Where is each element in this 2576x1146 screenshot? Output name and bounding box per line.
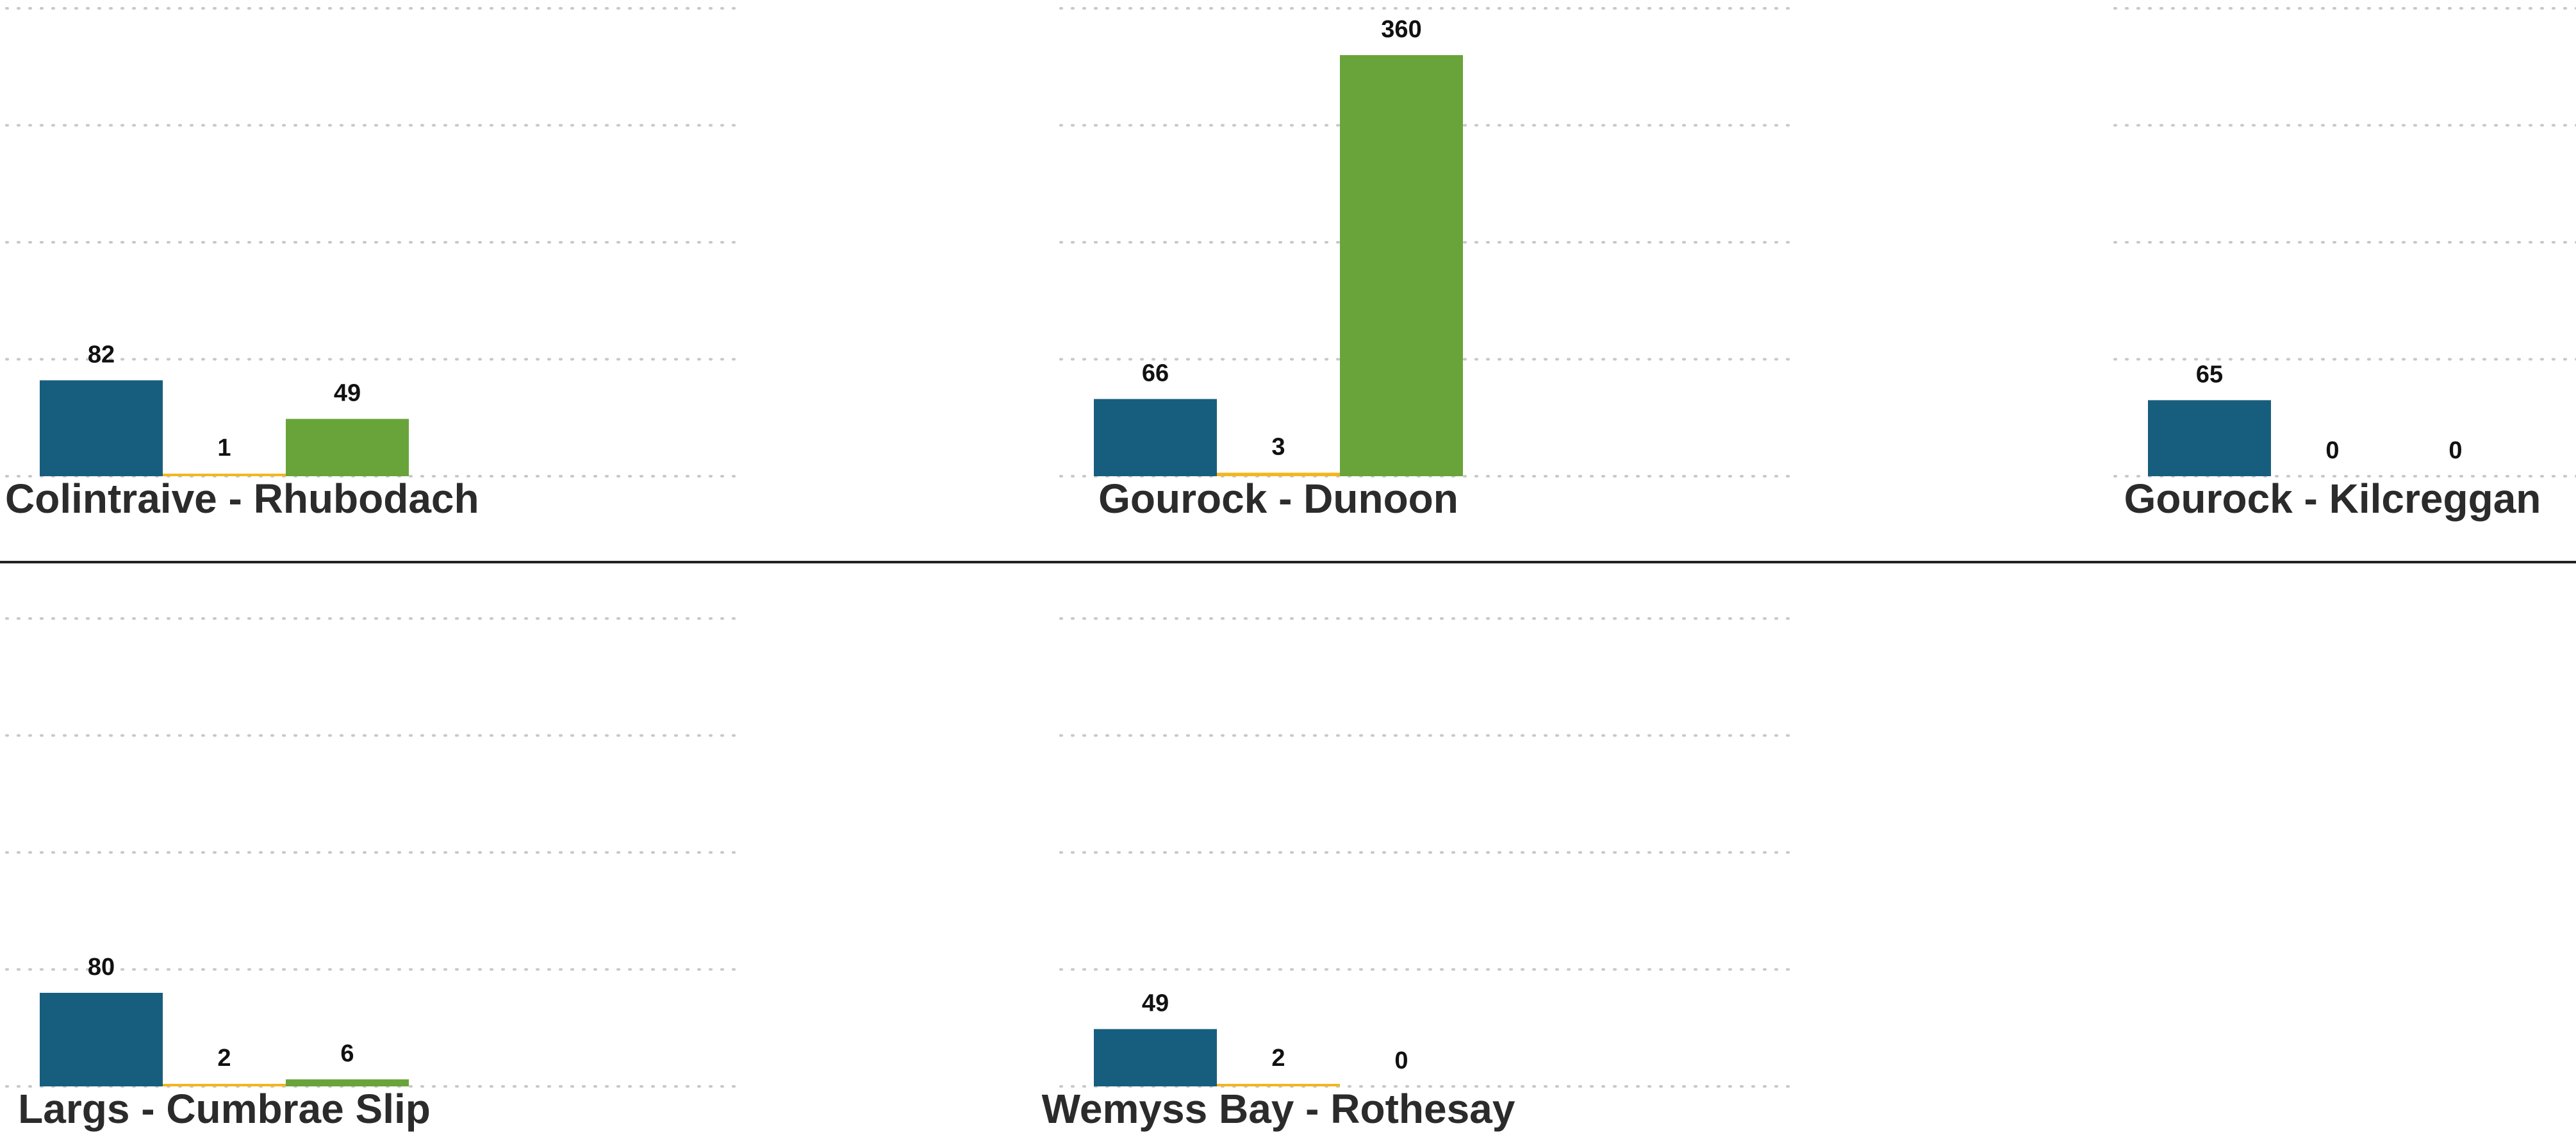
panel: 66 3 360 Gourock - Dunoon bbox=[1059, 7, 1799, 522]
data-label: 3 bbox=[1271, 434, 1285, 461]
data-label: 49 bbox=[334, 380, 361, 407]
bar bbox=[286, 419, 409, 476]
panel-title: Largs - Cumbrae Slip bbox=[18, 1086, 431, 1132]
panel-title: Gourock - Dunoon bbox=[1098, 476, 1458, 522]
bar bbox=[40, 380, 163, 476]
data-label: 0 bbox=[2448, 437, 2462, 464]
panels-layer: 82 1 49 Colintraive - Rhubodach 66 3 360 Gouroc… bbox=[5, 7, 2576, 1132]
panel-title: Gourock - Kilcreggan bbox=[2124, 476, 2541, 522]
bar bbox=[286, 1079, 409, 1086]
data-label: 66 bbox=[1142, 360, 1169, 387]
bar bbox=[1217, 472, 1340, 476]
bar bbox=[1094, 1029, 1217, 1086]
bar bbox=[1094, 399, 1217, 476]
bar bbox=[1340, 55, 1463, 476]
panel: 80 2 6 Largs - Cumbrae Slip bbox=[5, 617, 745, 1132]
data-label: 360 bbox=[1381, 16, 1421, 43]
data-label: 82 bbox=[88, 341, 115, 368]
data-label: 0 bbox=[1394, 1047, 1408, 1074]
panel: 49 2 0 Wemyss Bay - Rothesay bbox=[1042, 617, 1799, 1132]
data-label: 49 bbox=[1142, 990, 1169, 1017]
bar bbox=[2148, 400, 2271, 476]
panel-title: Wemyss Bay - Rothesay bbox=[1042, 1086, 1515, 1132]
data-label: 80 bbox=[88, 954, 115, 981]
bar bbox=[40, 993, 163, 1086]
data-label: 6 bbox=[340, 1040, 354, 1067]
panel: 65 0 0 Gourock - Kilcreggan bbox=[2113, 7, 2576, 522]
data-label: 1 bbox=[217, 435, 231, 461]
bar bbox=[1217, 1084, 1340, 1086]
data-label: 65 bbox=[2196, 361, 2223, 388]
panel: 82 1 49 Colintraive - Rhubodach bbox=[5, 7, 745, 522]
bar bbox=[163, 474, 286, 476]
panel-title: Colintraive - Rhubodach bbox=[5, 476, 479, 522]
data-label: 0 bbox=[2325, 437, 2339, 464]
bar bbox=[163, 1084, 286, 1086]
data-label: 2 bbox=[1271, 1045, 1285, 1072]
data-label: 2 bbox=[217, 1045, 231, 1072]
